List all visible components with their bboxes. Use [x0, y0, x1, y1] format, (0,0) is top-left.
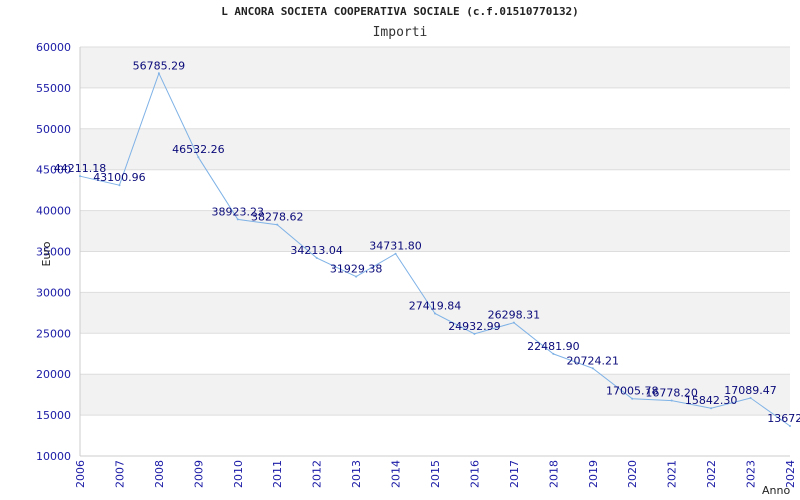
- y-tick-label: 25000: [36, 327, 71, 340]
- chart-title: L ANCORA SOCIETA COOPERATIVA SOCIALE (c.…: [221, 5, 579, 18]
- x-tick-label: 2013: [350, 460, 363, 488]
- x-axis-ticks: 2006 2007 2008 2009 2010 2011 2012 2013 2014 2015…: [74, 460, 797, 488]
- data-label: 56785.29: [133, 59, 186, 72]
- data-label: 15842.30: [685, 394, 738, 407]
- data-label: 46532.26: [172, 143, 225, 156]
- data-point: [631, 397, 634, 400]
- data-label: 43100.96: [93, 171, 146, 184]
- grid-band: [80, 251, 790, 293]
- data-label: 16778.20: [645, 387, 698, 400]
- data-label: 27419.84: [409, 300, 462, 313]
- data-point: [315, 256, 318, 259]
- x-tick-label: 2015: [429, 460, 442, 488]
- data-label: 31929.38: [330, 263, 383, 276]
- data-point: [276, 223, 279, 226]
- grid-band: [80, 128, 790, 170]
- data-label: 17089.47: [724, 384, 777, 397]
- x-tick-label: 2011: [271, 460, 284, 488]
- data-label: 38278.62: [251, 211, 304, 224]
- x-tick-label: 2017: [508, 460, 521, 488]
- y-tick-label: 50000: [36, 123, 71, 136]
- x-tick-label: 2023: [745, 460, 758, 488]
- data-label: 44211.18: [54, 162, 107, 175]
- x-axis-label: Anno: [762, 484, 790, 497]
- x-tick-label: 2008: [153, 460, 166, 488]
- y-tick-label: 20000: [36, 368, 71, 381]
- x-tick-label: 2020: [626, 460, 639, 488]
- y-tick-label: 55000: [36, 82, 71, 95]
- x-tick-label: 2006: [74, 460, 87, 488]
- data-point: [591, 367, 594, 370]
- data-point: [512, 321, 515, 324]
- x-tick-label: 2016: [468, 460, 481, 488]
- data-point: [79, 175, 81, 178]
- x-tick-label: 2009: [192, 460, 205, 488]
- data-point: [434, 312, 436, 315]
- data-label: 38923.23: [212, 205, 265, 218]
- data-label: 20724.21: [567, 354, 620, 367]
- x-tick-label: 2014: [390, 460, 403, 488]
- data-label: 34731.80: [369, 240, 422, 253]
- x-tick-label: 2018: [547, 460, 560, 488]
- y-tick-label: 40000: [36, 205, 71, 218]
- grid-band: [80, 169, 790, 211]
- grid-band: [80, 333, 790, 375]
- data-label: 26298.31: [488, 309, 541, 322]
- x-tick-label: 2022: [705, 460, 718, 488]
- grid-band: [80, 415, 790, 456]
- data-point: [552, 352, 555, 355]
- y-tick-label: 35000: [36, 246, 71, 259]
- x-tick-label: 2012: [311, 460, 324, 488]
- y-axis-label: Euro: [40, 241, 53, 266]
- y-tick-label: 45000: [36, 164, 71, 177]
- grid-lines: [79, 46, 790, 457]
- data-label: 22481.90: [527, 340, 580, 353]
- data-point: [157, 72, 160, 75]
- data-label: 17005.78: [606, 385, 659, 398]
- y-tick-label: 10000: [36, 450, 71, 463]
- grid-band: [80, 374, 790, 416]
- data-point: [749, 397, 752, 400]
- x-tick-label: 2010: [232, 460, 245, 488]
- data-point: [118, 184, 121, 187]
- x-tick-label: 2007: [113, 460, 126, 488]
- y-tick-label: 30000: [36, 286, 71, 299]
- y-tick-label: 60000: [36, 41, 71, 54]
- grid-band: [80, 210, 790, 252]
- x-tick-label: 2024: [784, 460, 797, 488]
- y-tick-label: 15000: [36, 409, 71, 422]
- chart-subtitle: Importi: [372, 25, 428, 40]
- data-point: [394, 252, 397, 255]
- data-point: [789, 424, 791, 427]
- grid-band: [80, 87, 790, 129]
- data-point: [355, 275, 358, 278]
- data-point: [197, 156, 200, 159]
- data-label: 13672.8: [767, 412, 800, 425]
- y-axis-ticks: 10000 15000 20000 25000 30000 35000 40000 45000…: [36, 41, 71, 463]
- data-label: 24932.99: [448, 320, 501, 333]
- x-tick-label: 2021: [666, 460, 679, 488]
- data-label: 34213.04: [290, 244, 343, 257]
- grid-band: [80, 47, 790, 88]
- series-group: [79, 71, 791, 427]
- data-point: [670, 399, 673, 402]
- data-point: [710, 407, 713, 410]
- data-point: [473, 332, 476, 335]
- data-point: [236, 218, 239, 221]
- x-tick-label: 2019: [587, 460, 600, 488]
